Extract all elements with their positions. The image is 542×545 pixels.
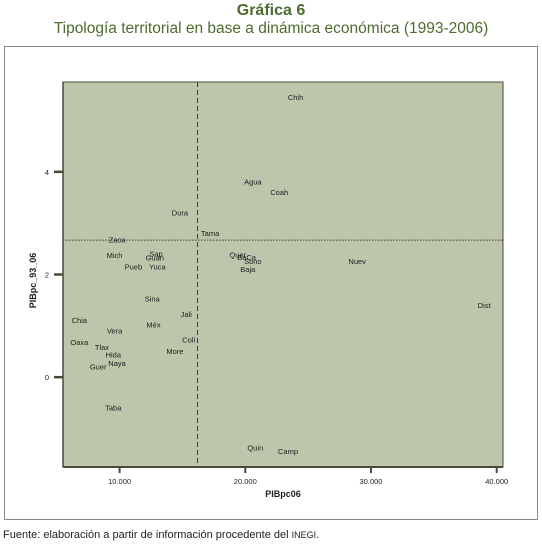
data-point-label: Baja	[240, 265, 256, 274]
y-axis-label: PIBpc_93_06	[28, 253, 38, 309]
data-point-label: Sina	[145, 295, 161, 304]
data-point-label: Taba	[105, 403, 122, 412]
chart-title: Gráfica 6	[236, 2, 306, 19]
chart-frame	[4, 46, 538, 520]
data-point-label: Sono	[244, 257, 262, 266]
data-point-label: Tlax	[95, 343, 109, 352]
source-note: Fuente: elaboración a partir de informac…	[3, 529, 319, 541]
data-point-label: More	[166, 347, 183, 356]
data-point-label: Méx	[146, 320, 160, 329]
data-point-label: Nuev	[348, 257, 366, 266]
y-axis-ticks: 0 2 4	[45, 168, 63, 382]
x-tick-label: 30.000	[360, 477, 383, 486]
data-point-label: Coli	[182, 336, 195, 345]
data-point-label: Coah	[270, 188, 288, 197]
data-point-label: Vera	[107, 326, 123, 335]
source-org: INEGI	[291, 530, 317, 540]
reference-lines	[63, 82, 503, 467]
data-point-label: Naya	[108, 359, 126, 368]
data-point-label: Dist	[478, 301, 492, 310]
data-point-label: Quer	[229, 250, 246, 259]
x-axis-ticks: 10.000 20.000 30.000 40.000	[108, 467, 508, 486]
data-point-label: Mich	[107, 251, 123, 260]
y-tick-label: 4	[45, 168, 49, 177]
y-tick-label: 0	[45, 373, 49, 382]
data-point-label: Camp	[278, 447, 298, 456]
data-point-label: Quin	[247, 444, 263, 453]
data-point-label: Oaxa	[70, 338, 89, 347]
plot-area	[62, 81, 504, 468]
data-point-label: Agua	[244, 178, 262, 187]
y-tick-label: 2	[45, 271, 49, 280]
x-tick-label: 10.000	[108, 477, 131, 486]
data-point-label: Sap	[149, 249, 162, 258]
data-point-label: Yuca	[149, 262, 167, 271]
data-point-label: Zaca	[109, 236, 127, 245]
x-tick-label: 20.000	[234, 477, 257, 486]
data-point-label: Guer	[90, 362, 107, 371]
chart-subtitle: Tipología territorial en base a dinámica…	[53, 20, 489, 37]
data-point-label: Tama	[201, 229, 220, 238]
data-point-label: Jali	[181, 310, 193, 319]
data-point-label: Chih	[288, 93, 303, 102]
data-point-label: Guan	[146, 254, 164, 263]
data-point-label: Hida	[106, 351, 122, 360]
source-suffix: .	[316, 529, 320, 541]
source-prefix: Fuente: elaboración a partir de informac…	[3, 529, 292, 541]
data-point-label: Chia	[72, 316, 88, 325]
data-point-label: BaCa	[237, 253, 257, 262]
x-tick-label: 40.000	[485, 477, 508, 486]
data-point-label: Dura	[172, 208, 189, 217]
data-point-label: Pueb	[125, 262, 143, 271]
x-axis-label: PIBpc06	[265, 489, 301, 499]
